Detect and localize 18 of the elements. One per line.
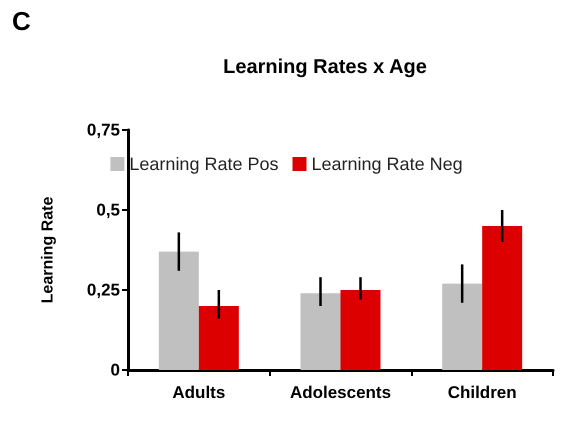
y-axis-title: Learning Rate — [40, 196, 56, 304]
y-tick-label: 0,25 — [86, 280, 120, 300]
x-tick-label: Children — [448, 383, 517, 402]
y-tick-label: 0 — [110, 360, 120, 380]
x-tick-label: Adolescents — [290, 383, 392, 402]
bar — [158, 252, 199, 370]
bar — [340, 290, 380, 370]
text: C — [12, 6, 31, 36]
bar — [198, 306, 239, 370]
bar — [442, 284, 482, 370]
legend-label: Learning Rate Pos — [129, 154, 279, 174]
legend-label: Learning Rate Neg — [312, 154, 463, 174]
x-tick-label: Adults — [172, 383, 226, 402]
y-tick-label: 0,5 — [96, 200, 120, 220]
y-tick-label: 0,75 — [86, 120, 120, 140]
bar — [300, 293, 340, 370]
bar — [482, 226, 522, 370]
chart-title: Learning Rates x Age — [223, 56, 427, 78]
